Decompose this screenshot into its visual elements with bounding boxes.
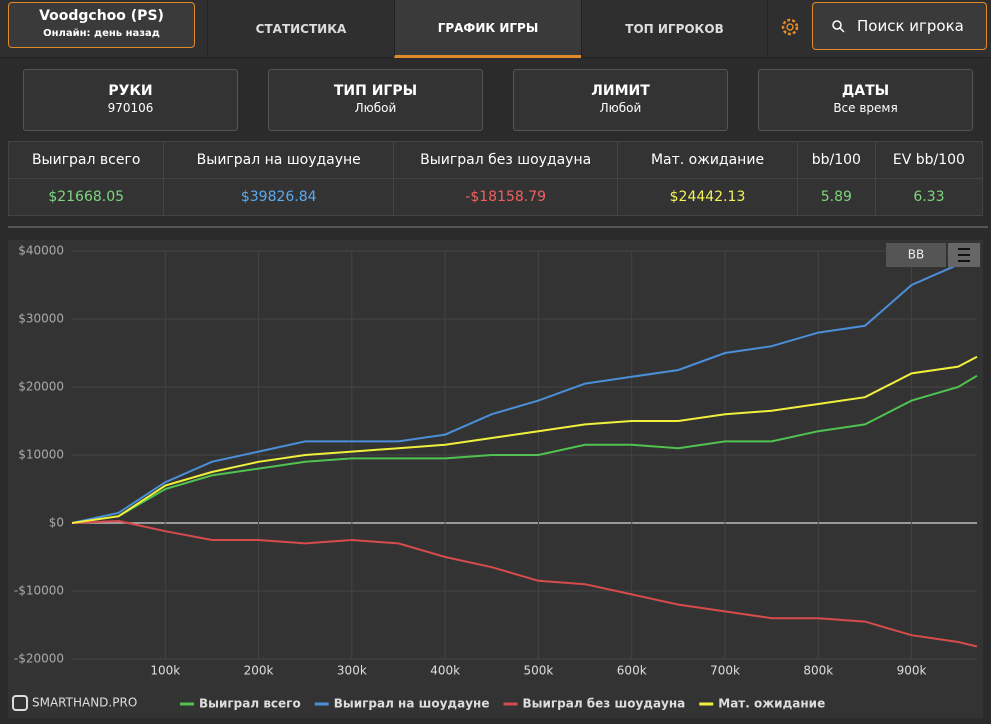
player-status: Онлайн: день назад xyxy=(43,28,160,39)
filter-button[interactable]: РУКИ 970106 xyxy=(23,69,238,131)
filter-button[interactable]: ЛИМИТ Любой xyxy=(513,69,728,131)
x-tick-label: 900k xyxy=(897,664,927,678)
table-header: Выиграл на шоудауне xyxy=(163,141,395,179)
bb-label: BB xyxy=(908,248,924,262)
filter-label: ЛИМИТ xyxy=(591,83,650,99)
legend-label: Выиграл всего xyxy=(199,697,301,711)
search-icon xyxy=(832,20,845,33)
tab[interactable]: ТОП ИГРОКОВ xyxy=(581,0,768,58)
filter-button[interactable]: ТИП ИГРЫ Любой xyxy=(268,69,483,131)
table-header: bb/100 xyxy=(796,141,876,179)
series-line xyxy=(71,374,978,524)
filter-value: Любой xyxy=(354,101,397,115)
x-tick-label: 400k xyxy=(430,664,460,678)
filter-value: 970106 xyxy=(107,101,154,115)
table-header: Выиграл всего xyxy=(7,141,165,179)
filter-label: ДАТЫ xyxy=(841,83,890,99)
table-cell: 5.89 xyxy=(796,178,876,216)
table-cell: $21668.05 xyxy=(7,178,165,216)
divider xyxy=(8,226,988,228)
x-tick-label: 200k xyxy=(244,664,274,678)
y-tick-label: $40000 xyxy=(18,244,64,258)
menu-icon xyxy=(958,254,970,256)
y-tick-label: $30000 xyxy=(18,312,64,326)
tab[interactable]: СТАТИСТИКА xyxy=(207,0,394,58)
chart-panel: -$20000 -$10000 $0 $10000 $20000 $30000 $40000… xyxy=(8,240,983,718)
settings-icon[interactable] xyxy=(779,16,801,38)
brand-icon xyxy=(12,695,28,711)
legend-label: Выиграл без шоудауна xyxy=(522,697,685,711)
menu-icon xyxy=(958,248,970,250)
x-tick-label: 300k xyxy=(337,664,367,678)
x-tick-label: 600k xyxy=(617,664,647,678)
user-box[interactable]: Voodgchoo (PS) Онлайн: день назад xyxy=(8,2,195,48)
filter-label: ТИП ИГРЫ xyxy=(333,83,418,99)
stats-table: Выиграл всего Выиграл на шоудауне Выиграл … xyxy=(7,141,984,216)
bb-button[interactable] xyxy=(886,243,946,267)
player-name: Voodgchoo (PS) xyxy=(39,8,164,24)
y-tick-label: -$10000 xyxy=(14,584,64,598)
brand: SMARTHAND.PRO xyxy=(32,696,137,710)
menu-icon xyxy=(958,260,970,262)
table-cell: 6.33 xyxy=(874,178,984,216)
table-header: EV bb/100 xyxy=(874,141,984,179)
y-tick-label: -$20000 xyxy=(14,652,64,666)
series-line xyxy=(71,355,978,524)
series-line xyxy=(71,251,978,524)
table-header: Мат. ожидание xyxy=(617,141,798,179)
x-tick-label: 700k xyxy=(710,664,740,678)
filter-value: Все время xyxy=(833,101,898,115)
filter-button[interactable]: ДАТЫ Все время xyxy=(758,69,973,131)
x-tick-label: 100k xyxy=(150,664,180,678)
y-tick-label: $10000 xyxy=(18,448,64,462)
chart: -$20000 -$10000 $0 $10000 $20000 $30000 $40000… xyxy=(12,243,980,711)
tab[interactable]: ГРАФИК ИГРЫ xyxy=(394,0,581,58)
x-tick-label: 500k xyxy=(524,664,554,678)
table-cell: $24442.13 xyxy=(617,178,798,216)
search-placeholder: Поиск игрока xyxy=(857,17,964,35)
filter-value: Любой xyxy=(599,101,642,115)
x-tick-label: 800k xyxy=(803,664,833,678)
table-cell: -$18158.79 xyxy=(393,178,619,216)
y-tick-label: $20000 xyxy=(18,380,64,394)
legend-label: Мат. ожидание xyxy=(718,697,825,711)
table-cell: $39826.84 xyxy=(163,178,395,216)
filter-label: РУКИ xyxy=(108,83,153,99)
legend-label: Выиграл на шоудауне xyxy=(334,697,490,711)
y-tick-label: $0 xyxy=(49,516,64,530)
series-line xyxy=(71,519,978,648)
table-header: Выиграл без шоудауна xyxy=(393,141,619,179)
